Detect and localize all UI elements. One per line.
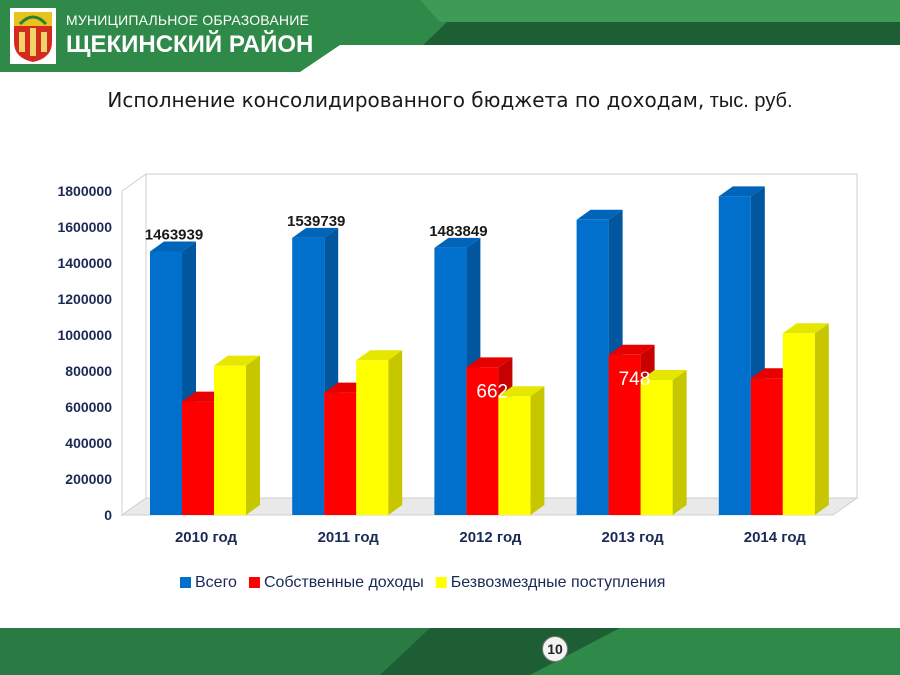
y-tick-label: 800000 bbox=[65, 363, 112, 379]
bar-top bbox=[608, 344, 655, 355]
data-label: 1463939 bbox=[145, 226, 203, 243]
y-tick-label: 1400000 bbox=[57, 255, 112, 271]
chart-title-main: Исполнение консолидированного бюджета по… bbox=[107, 88, 705, 112]
bar bbox=[640, 380, 673, 515]
y-tick-label: 1000000 bbox=[57, 327, 112, 343]
legend-swatch bbox=[180, 577, 191, 588]
y-tick-label: 600000 bbox=[65, 399, 112, 415]
bar bbox=[718, 196, 751, 515]
y-tick-label: 1600000 bbox=[57, 219, 112, 235]
legend-swatch bbox=[435, 577, 447, 588]
coat-of-arms-icon bbox=[10, 8, 56, 64]
bar-top bbox=[356, 350, 403, 361]
legend-label: Всего bbox=[195, 574, 237, 591]
bar-top bbox=[434, 237, 481, 248]
x-tick-label: 2010 год bbox=[175, 529, 238, 546]
x-tick-label: 2012 год bbox=[459, 529, 522, 546]
side-wall bbox=[121, 173, 147, 516]
x-tick-label: 2014 год bbox=[744, 529, 807, 546]
bar bbox=[608, 354, 641, 515]
bar-top bbox=[576, 209, 623, 220]
x-tick-label: 2013 год bbox=[602, 529, 665, 546]
bar bbox=[576, 219, 609, 516]
bar-top bbox=[782, 323, 829, 334]
bar-side bbox=[246, 355, 260, 515]
bar-side bbox=[388, 350, 403, 515]
bar-top bbox=[498, 386, 545, 397]
legend-swatch bbox=[248, 577, 260, 588]
y-tick-label: 1800000 bbox=[57, 183, 112, 199]
bar bbox=[782, 333, 815, 515]
header-band bbox=[0, 0, 900, 72]
bar bbox=[356, 360, 389, 515]
y-tick-label: 200000 bbox=[65, 471, 112, 487]
bar-top bbox=[150, 241, 196, 252]
x-tick-label: 2011 год bbox=[318, 529, 380, 546]
org-line-1: МУНИЦИПАЛЬНОЕ ОБРАЗОВАНИЕ bbox=[66, 12, 310, 28]
bar-top bbox=[292, 227, 339, 238]
page-number: 10 bbox=[542, 636, 568, 662]
data-label: 748 bbox=[619, 369, 651, 390]
bar bbox=[466, 367, 499, 515]
bar-top bbox=[718, 186, 765, 197]
legend-label: Собственные доходы bbox=[264, 574, 424, 591]
bar bbox=[214, 365, 246, 515]
bar-side bbox=[672, 370, 687, 515]
org-line-2: ЩЕКИНСКИЙ РАЙОН bbox=[66, 31, 314, 58]
bar bbox=[498, 396, 531, 515]
chart-title: Исполнение консолидированного бюджета по… bbox=[0, 88, 900, 113]
bar bbox=[182, 401, 214, 515]
bar bbox=[750, 378, 783, 515]
bar-top bbox=[640, 370, 687, 380]
bar bbox=[150, 251, 182, 516]
bar bbox=[324, 392, 357, 515]
y-tick-label: 1200000 bbox=[57, 291, 112, 307]
y-tick-label: 0 bbox=[104, 507, 112, 523]
data-label: 1483849 bbox=[429, 223, 487, 240]
data-label: 662 bbox=[476, 381, 508, 402]
bar-side bbox=[814, 323, 829, 515]
legend-label: Безвозмездные поступления bbox=[451, 574, 666, 591]
bar-chart: 0 200000 400000 600000 800000 1000000 1200000 1… bbox=[57, 173, 859, 591]
y-tick-label: 400000 bbox=[65, 435, 112, 451]
bar-top bbox=[466, 357, 513, 368]
footer-band bbox=[0, 628, 900, 675]
bar-side bbox=[530, 386, 545, 515]
data-label: 1539739 bbox=[287, 213, 345, 230]
chart-title-unit: тыс. руб. bbox=[704, 90, 793, 112]
bar bbox=[292, 237, 325, 515]
bar-top bbox=[214, 355, 260, 366]
bar bbox=[434, 247, 467, 516]
